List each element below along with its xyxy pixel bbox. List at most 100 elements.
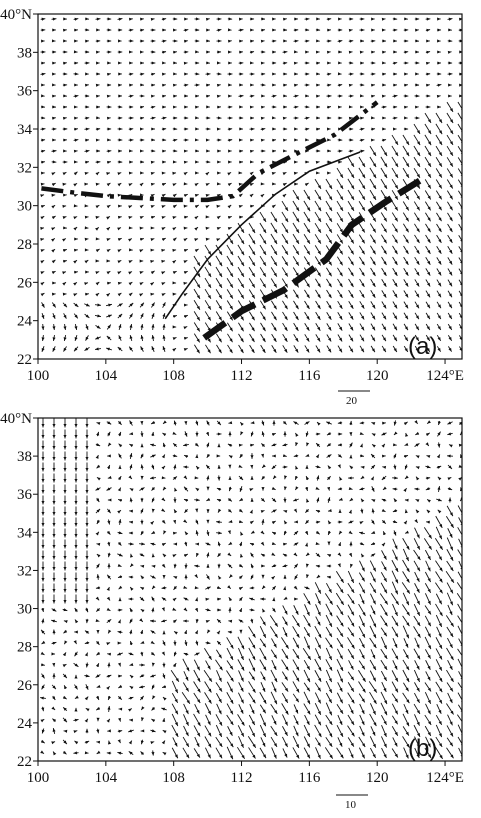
wind-vector-head — [406, 699, 410, 704]
wind-vector-head — [73, 194, 78, 198]
wind-vector-head — [294, 39, 299, 43]
wind-vector-head — [361, 732, 365, 737]
wind-vector-head — [383, 688, 387, 692]
wind-vector-head — [415, 50, 419, 54]
wind-vector-head — [96, 149, 101, 153]
wind-vector-head — [107, 28, 112, 32]
wind-vector-head — [394, 141, 399, 145]
wind-vector-head — [172, 204, 177, 209]
wind-vector-head — [437, 476, 442, 481]
wind-vector-head — [449, 217, 453, 222]
wind-vector-head — [406, 743, 410, 748]
wind-vector-head — [129, 346, 133, 351]
wind-vector-head — [73, 293, 78, 297]
wind-vector-head — [383, 282, 387, 287]
wind-vector-head — [250, 443, 255, 447]
wind-vector-head — [272, 182, 276, 186]
wind-vector-head — [360, 509, 364, 514]
wind-vector-head — [195, 28, 200, 32]
wind-vector-head — [293, 421, 298, 425]
lat-tick-label: 26 — [17, 275, 33, 291]
wind-vector-head — [183, 293, 188, 297]
wind-vector-head — [172, 216, 177, 220]
wind-vector-head — [447, 432, 452, 436]
wind-vector-head — [51, 259, 56, 264]
wind-vector-head — [196, 753, 200, 758]
wind-vector-head — [372, 196, 376, 200]
wind-vector-head — [305, 39, 310, 43]
wind-vector-head — [284, 261, 288, 266]
wind-vector-head — [262, 316, 266, 321]
wind-vector-head — [450, 578, 454, 583]
wind-vector-head — [95, 259, 100, 263]
wind-vector-head — [74, 478, 78, 483]
wind-vector-head — [107, 17, 112, 21]
wind-vector-head — [393, 498, 398, 503]
wind-vector-head — [394, 710, 398, 715]
wind-vector-head — [260, 61, 265, 65]
wind-vector-head — [337, 552, 341, 557]
wind-vector-head — [85, 83, 89, 87]
wind-vector-head — [339, 709, 344, 714]
wind-vector-head — [128, 271, 133, 275]
wind-vector-head — [62, 695, 67, 700]
wind-vector-head — [117, 281, 122, 285]
wind-vector-head — [238, 443, 243, 447]
wind-vector-head — [349, 138, 354, 142]
wind-vector-head — [96, 651, 101, 656]
wind-vector-head — [338, 61, 342, 65]
wind-vector-head — [95, 281, 100, 286]
wind-vector-head — [285, 666, 289, 671]
wind-vector-head — [328, 185, 333, 189]
wind-vector-head — [427, 622, 431, 627]
wind-vector-head — [437, 421, 441, 425]
wind-vector-head — [294, 94, 299, 98]
wind-vector-head — [251, 732, 255, 737]
wind-vector-head — [106, 487, 111, 491]
wind-vector-head — [96, 116, 100, 120]
wind-vector-head — [74, 28, 78, 32]
wind-vector-head — [394, 228, 398, 233]
wind-vector-head — [317, 711, 321, 715]
wind-vector-head — [183, 336, 188, 340]
wind-vector-head — [207, 629, 211, 634]
wind-vector-head — [404, 454, 408, 458]
wind-vector-head — [437, 39, 441, 43]
wind-vector-head — [85, 50, 90, 54]
wind-vector-head — [140, 587, 145, 591]
wind-vector-head — [52, 17, 57, 21]
wind-vector-head — [129, 335, 133, 339]
wind-vector-head — [405, 239, 409, 244]
wind-vector-head — [448, 326, 452, 330]
wind-vector-head — [438, 119, 443, 123]
wind-vector — [457, 571, 462, 580]
wind-vector-head — [338, 83, 343, 87]
wind-vector-head — [107, 39, 112, 43]
wind-vector-head — [140, 72, 145, 76]
wind-vector-head — [52, 337, 56, 341]
wind-vector-head — [361, 206, 365, 211]
wind-vector-head — [207, 721, 211, 726]
wind-vector-head — [349, 420, 353, 425]
wind-vector-head — [361, 272, 365, 277]
lat-tick-label: 22 — [17, 754, 32, 770]
wind-vector-head — [63, 50, 68, 54]
wind-vector-head — [218, 273, 223, 277]
wind-vector-head — [328, 531, 331, 536]
wind-vector-head — [162, 302, 166, 307]
wind-vector-head — [117, 630, 122, 634]
wind-vector-head — [150, 674, 155, 678]
wind-vector-head — [184, 630, 187, 635]
wind-vector-head — [416, 567, 420, 572]
wind-vector-head — [107, 509, 111, 514]
wind-vector-head — [437, 28, 442, 32]
wind-vector-head — [140, 564, 145, 568]
wind-vector-head — [129, 302, 134, 307]
wind-vector-head — [305, 520, 309, 524]
wind-vector-head — [348, 476, 352, 480]
wind-vector-head — [250, 204, 254, 208]
wind-vector-head — [349, 432, 353, 436]
wind-vector-head — [394, 217, 398, 222]
wind-vector-head — [228, 421, 233, 425]
wind-vector-head — [294, 531, 299, 535]
